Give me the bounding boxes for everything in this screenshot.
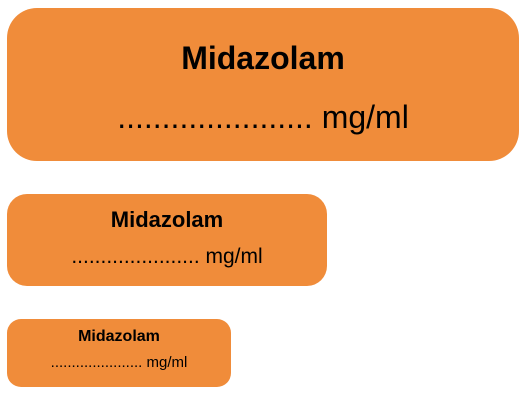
- concentration-field: ...................... mg/ml: [71, 245, 263, 268]
- drug-label-medium: Midazolam ...................... mg/ml: [7, 194, 327, 286]
- drug-label-small: Midazolam ...................... mg/ml: [7, 319, 231, 387]
- drug-name: Midazolam: [181, 40, 345, 76]
- drug-name: Midazolam: [110, 207, 224, 232]
- concentration-field: ...................... mg/ml: [50, 354, 188, 371]
- drug-name: Midazolam: [78, 328, 160, 345]
- drug-label-large: Midazolam ...................... mg/ml: [7, 8, 519, 161]
- concentration-field: ...................... mg/ml: [117, 99, 409, 135]
